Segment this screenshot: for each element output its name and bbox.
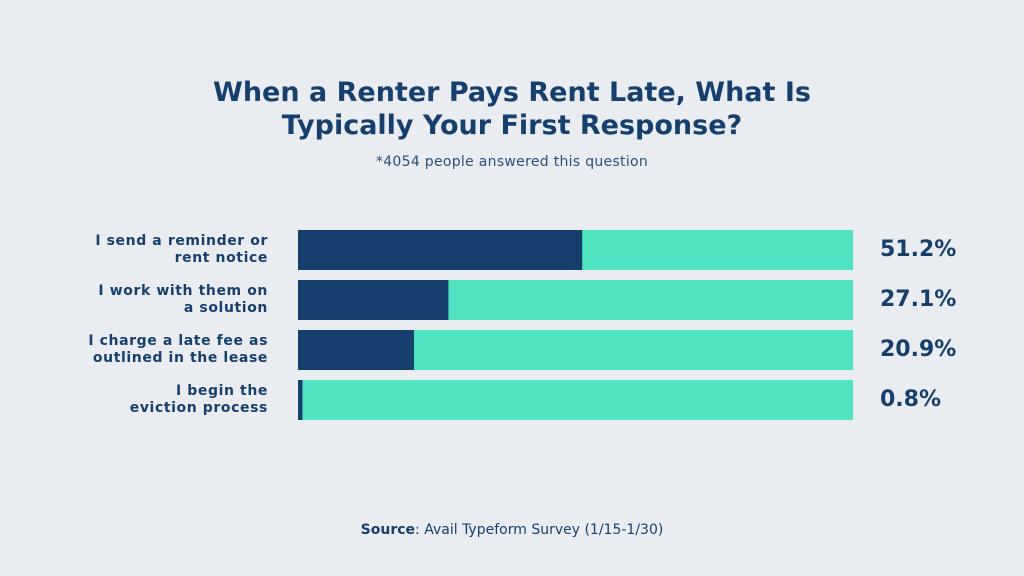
value-label: 27.1% bbox=[880, 287, 957, 312]
source: Source: Avail Typeform Survey (1/15-1/30… bbox=[0, 522, 1024, 538]
category-label: I send a reminder or rent notice bbox=[95, 233, 268, 266]
chart-title: When a Renter Pays Rent Late, What Is Ty… bbox=[213, 77, 811, 141]
bar bbox=[298, 230, 583, 270]
bar-track bbox=[298, 380, 853, 420]
source-text: : Avail Typeform Survey (1/15-1/30) bbox=[415, 522, 664, 538]
value-label: 20.9% bbox=[880, 337, 957, 362]
bar bbox=[298, 280, 449, 320]
bar bbox=[298, 330, 414, 370]
value-label: 0.8% bbox=[880, 387, 942, 412]
category-label: I work with them on a solution bbox=[98, 283, 268, 316]
value-label: 51.2% bbox=[880, 237, 957, 262]
category-label: I begin the eviction process bbox=[129, 383, 268, 416]
subtitle: *4054 people answered this question bbox=[375, 154, 649, 170]
category-label: I charge a late fee as outlined in the l… bbox=[88, 333, 268, 366]
source-label: Source bbox=[360, 522, 416, 538]
bar bbox=[298, 380, 303, 420]
